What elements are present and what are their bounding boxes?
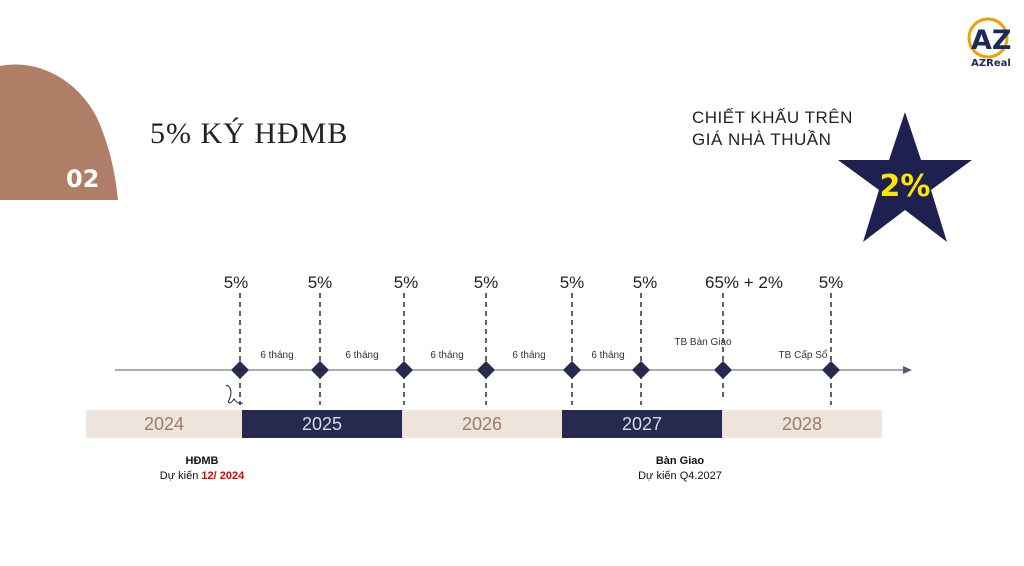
signing-note: HĐMB Dự kiến 12/ 2024 (132, 454, 272, 484)
interval-label: 6 tháng (591, 350, 625, 361)
milestone-marker (563, 361, 581, 379)
timeline-arrow (903, 366, 912, 374)
event-label: TB Cấp Sổ (778, 350, 828, 361)
interval-label: 6 tháng (430, 350, 464, 361)
milestone-percent: 5% (223, 273, 249, 292)
discount-label: CHIẾT KHẤU TRÊN GIÁ NHÀ THUẦN (692, 107, 853, 151)
event-label: TB Bàn Giao (674, 337, 732, 348)
milestone-dashes (239, 293, 832, 405)
year-segment: 2025 (242, 410, 402, 438)
milestone-marker (632, 361, 650, 379)
page-title: 5% KÝ HĐMB (150, 117, 349, 150)
interval-label: 6 tháng (260, 350, 294, 361)
milestone-marker (231, 361, 249, 379)
milestone-marker (822, 361, 840, 379)
year-segment: 2026 (402, 410, 562, 438)
handover-title: Bàn Giao (655, 455, 705, 467)
year-segment: 2028 (722, 410, 882, 438)
logo-text: AZReal (971, 58, 1011, 69)
milestone-percent: 65% + 2% (705, 273, 783, 292)
milestone-percent: 5% (307, 273, 333, 292)
star-badge (838, 112, 972, 242)
milestone-marker (311, 361, 329, 379)
milestone-percent: 5% (473, 273, 499, 292)
discount-value: 2% (879, 169, 931, 204)
milestone-percent: 5% (393, 273, 419, 292)
milestone-percent: 5% (818, 273, 844, 292)
signing-date: 12/ 2024 (201, 470, 245, 482)
slide-number: 02 (66, 165, 100, 193)
discount-label-line2: GIÁ NHÀ THUẦN (692, 130, 832, 149)
year-segment: 2027 (562, 410, 722, 438)
year-segment: 2024 (86, 410, 242, 438)
milestone-marker (395, 361, 413, 379)
signature-icon (225, 385, 244, 404)
svg-text:AZ: AZ (971, 25, 1011, 56)
milestone-percent: 5% (559, 273, 585, 292)
interval-label: 6 tháng (512, 350, 546, 361)
signing-title: HĐMB (185, 455, 219, 467)
interval-label: 6 tháng (345, 350, 379, 361)
discount-label-line1: CHIẾT KHẤU TRÊN (692, 108, 853, 127)
milestone-markers (231, 361, 840, 379)
decorative-shape (0, 64, 118, 200)
milestone-percent: 5% (632, 273, 658, 292)
signing-prefix: Dự kiến (159, 470, 202, 482)
milestone-marker (477, 361, 495, 379)
milestone-marker (714, 361, 732, 379)
azreal-logo: AZ (967, 17, 1011, 59)
handover-date: Dự kiến Q4.2027 (638, 470, 722, 482)
handover-note: Bàn Giao Dự kiến Q4.2027 (610, 454, 750, 484)
